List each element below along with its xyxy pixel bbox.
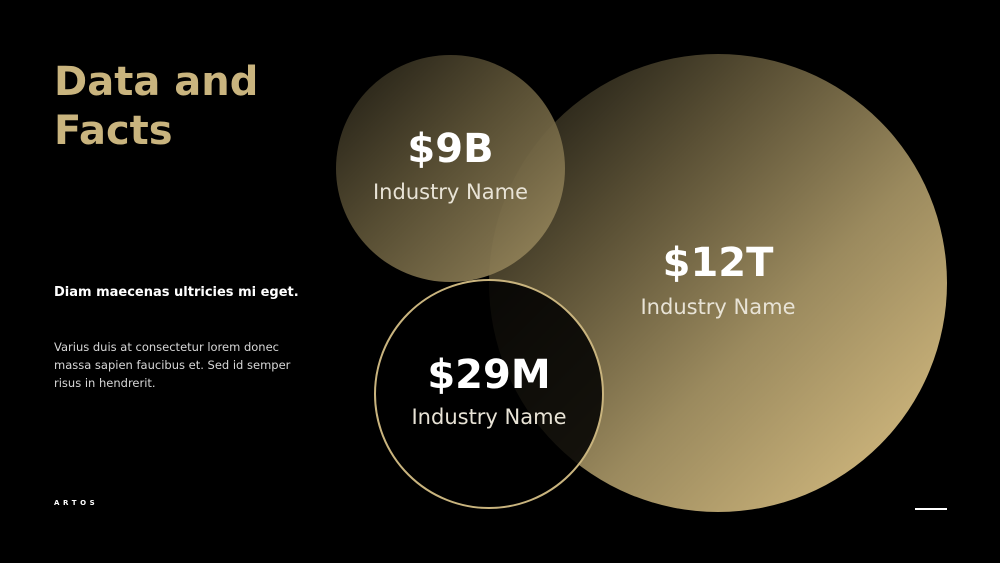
body-text: Varius duis at consectetur lorem donec m…: [54, 340, 291, 390]
subtitle: Diam maecenas ultricies mi eget.: [54, 285, 299, 300]
stat-label: Industry Name: [640, 295, 796, 319]
stat-label: Industry Name: [411, 405, 567, 429]
page-title: Data and Facts: [54, 58, 314, 156]
circle-ring: [374, 279, 604, 509]
stat-value: $12T: [662, 240, 774, 286]
stat-value: $9B: [407, 126, 494, 172]
divider-line: [915, 508, 947, 510]
stat-label: Industry Name: [372, 180, 528, 204]
title-line-2: Facts: [54, 108, 173, 154]
stat-value: $29M: [427, 352, 551, 398]
brand-logo: ARTOS: [54, 499, 99, 507]
stat-small-circle: $9B Industry Name: [336, 124, 565, 204]
stat-ring-circle: $29M Industry Name: [374, 349, 604, 429]
title-line-1: Data and: [54, 59, 259, 105]
circle-small: [336, 55, 565, 282]
stat-large-circle: $12T Industry Name: [588, 237, 848, 319]
